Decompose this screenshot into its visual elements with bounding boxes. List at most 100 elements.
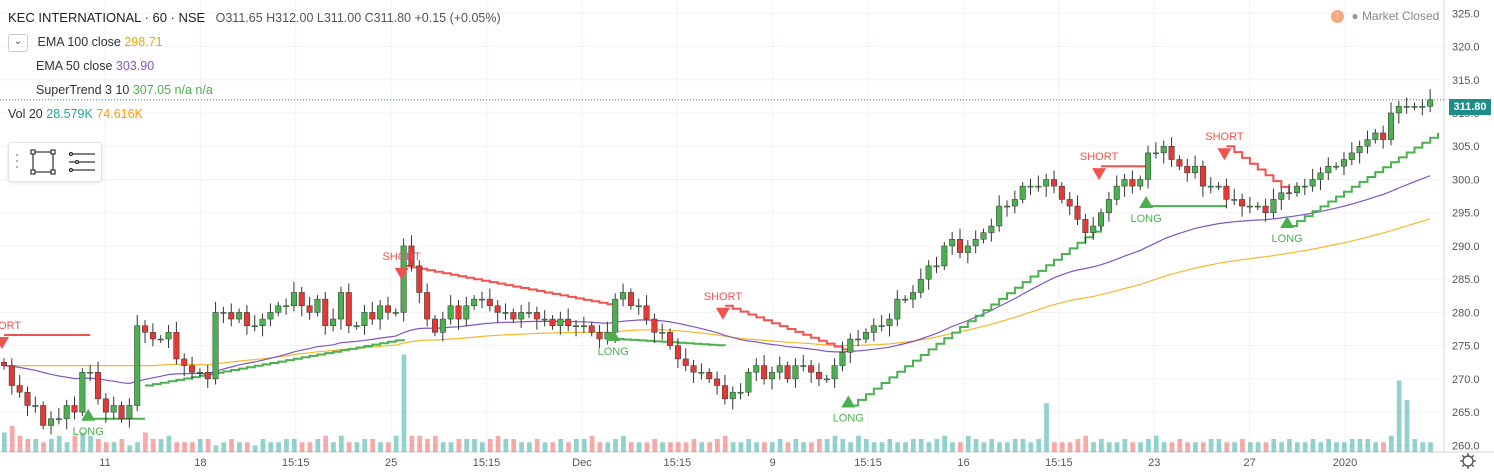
volume-bar xyxy=(1365,439,1371,452)
ema100-value: 298.71 xyxy=(124,35,163,49)
candle-body xyxy=(1004,205,1011,208)
volume-bar xyxy=(660,442,665,452)
volume-bar xyxy=(934,439,940,452)
candle-body xyxy=(142,325,149,333)
candle-body xyxy=(627,292,634,307)
volume-bar xyxy=(1349,439,1355,452)
drag-handle-icon[interactable] xyxy=(15,153,19,169)
volume-bar xyxy=(1381,442,1386,452)
y-tick-label: 285.0 xyxy=(1452,274,1480,286)
volume-bar xyxy=(401,354,407,452)
candle-body xyxy=(1066,199,1073,207)
x-tick-label: 11 xyxy=(99,457,110,469)
x-tick-label: 23 xyxy=(1148,457,1160,469)
y-tick-label: 315.0 xyxy=(1452,75,1480,87)
candle-body xyxy=(118,405,125,420)
symbol-title[interactable]: KEC INTERNATIONAL · 60 · NSE xyxy=(8,10,206,25)
volume-bar xyxy=(1302,442,1308,452)
candle-body xyxy=(126,405,133,420)
supertrend-line xyxy=(403,264,617,306)
volume-bar xyxy=(1279,442,1284,452)
ema50-value: 303.90 xyxy=(115,59,155,73)
candle-body xyxy=(1278,192,1285,200)
volume-bar xyxy=(417,435,423,452)
volume-bar xyxy=(1099,439,1104,452)
rectangle-tool-icon[interactable] xyxy=(30,149,56,175)
candle-body xyxy=(894,298,901,320)
y-tick-label: 260.0 xyxy=(1452,440,1480,452)
legend-volume[interactable]: Vol 20 28.579K 74.616K xyxy=(8,102,501,126)
volume-bar xyxy=(96,439,101,452)
candle-body xyxy=(1027,185,1034,188)
candle-body xyxy=(1215,185,1222,188)
y-tick-label: 270.0 xyxy=(1452,374,1480,386)
volume-bar xyxy=(276,442,281,452)
info-icon[interactable]: ! xyxy=(1331,10,1344,24)
volume-bar xyxy=(1428,442,1433,452)
candle-body xyxy=(643,305,650,320)
volume-bar xyxy=(1067,442,1073,452)
candle-body xyxy=(667,332,674,346)
volume-bar xyxy=(621,435,626,452)
open-value: O311.65 xyxy=(215,11,263,25)
candle-body xyxy=(1309,179,1316,187)
candle-body xyxy=(980,232,987,240)
candle-body xyxy=(1192,165,1199,174)
candle-body xyxy=(580,325,587,327)
volume-bar xyxy=(699,442,705,452)
volume-bar xyxy=(550,442,556,452)
volume-bar xyxy=(997,442,1002,452)
chevron-down-icon[interactable]: ⌄ xyxy=(8,33,28,52)
candle-body xyxy=(1293,185,1300,194)
candle-body xyxy=(345,292,352,326)
volume-bar xyxy=(1287,439,1292,452)
candle-body xyxy=(862,332,869,340)
long-signal-label: LONG xyxy=(1130,213,1161,225)
candle-body xyxy=(149,332,156,340)
candle-body xyxy=(761,365,768,380)
candle-body xyxy=(212,312,219,380)
volume-bar xyxy=(197,439,203,452)
volume-bar xyxy=(1052,442,1057,452)
candle-body xyxy=(518,312,525,320)
ema50-line xyxy=(3,175,1431,385)
drawing-toolbox[interactable] xyxy=(8,142,102,182)
candle-body xyxy=(377,305,384,320)
long-arrow-icon xyxy=(1139,196,1154,209)
volume-bar xyxy=(1138,442,1143,452)
legend-ema50[interactable]: EMA 50 close 303.90 xyxy=(8,54,501,78)
candle-body xyxy=(1058,185,1065,200)
volume-bar xyxy=(950,442,955,452)
candle-body xyxy=(400,245,407,313)
candle-body xyxy=(682,358,689,366)
volume-bar xyxy=(981,442,987,452)
volume-bar xyxy=(1412,439,1418,452)
y-tick-label: 280.0 xyxy=(1452,307,1480,319)
volume-bar xyxy=(801,442,806,452)
volume-bar xyxy=(1255,442,1261,452)
settings-gear-icon[interactable] xyxy=(1460,453,1476,469)
high-value: H312.00 xyxy=(266,11,314,25)
y-tick-label: 305.0 xyxy=(1452,141,1480,153)
candle-body xyxy=(165,332,172,340)
volume-bar xyxy=(1263,442,1269,452)
candle-body xyxy=(674,345,681,360)
market-status[interactable]: ! ● Market Closed xyxy=(1331,9,1439,24)
candle-body xyxy=(1419,106,1426,108)
x-tick-label: 9 xyxy=(770,457,776,469)
candle-body xyxy=(1364,139,1371,147)
volume-bar xyxy=(166,435,172,452)
candle-body xyxy=(510,312,517,320)
volume-bar xyxy=(871,442,877,452)
legend-supertrend[interactable]: SuperTrend 3 10 307.05 n/a n/a xyxy=(8,78,501,102)
candle-body xyxy=(1387,112,1394,140)
volume-bar xyxy=(331,442,336,452)
closed-dot-icon: ● xyxy=(1351,9,1359,23)
menu-lines-icon[interactable] xyxy=(68,151,95,173)
candle-body xyxy=(494,305,501,313)
candle-body xyxy=(1011,199,1018,207)
legend-ema100[interactable]: ⌄ EMA 100 close 298.71 xyxy=(8,30,501,54)
volume-bar xyxy=(973,439,979,452)
candle-body xyxy=(1168,145,1175,160)
